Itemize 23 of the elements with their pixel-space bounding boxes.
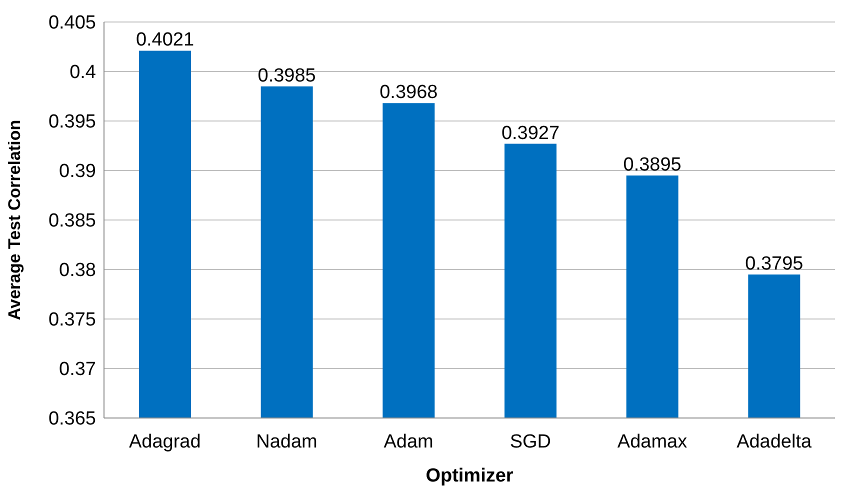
data-label: 0.4021 <box>136 30 194 51</box>
x-tick-label: SGD <box>510 431 552 452</box>
x-tick-label: Adam <box>384 431 434 452</box>
x-tick-label: Adadelta <box>736 431 812 452</box>
y-tick-label: 0.365 <box>48 408 96 430</box>
y-tick-label: 0.405 <box>48 12 96 34</box>
data-label: 0.3927 <box>501 122 560 144</box>
data-label: 0.3985 <box>258 65 316 86</box>
y-tick-label: 0.395 <box>48 112 96 133</box>
x-tick-label: Adamax <box>617 431 688 452</box>
y-tick-label: 0.385 <box>48 210 96 232</box>
y-tick-label: 0.375 <box>48 310 96 331</box>
y-tick-label: 0.4 <box>70 62 96 84</box>
y-axis-title: Average Test Correlation <box>5 120 24 320</box>
x-tick-label: Adagrad <box>128 431 201 452</box>
data-label: 0.3795 <box>745 253 804 274</box>
y-tick-label: 0.38 <box>59 260 96 282</box>
y-tick-label: 0.39 <box>59 161 96 182</box>
data-label: 0.3895 <box>623 154 682 176</box>
y-tick-label: 0.37 <box>59 359 96 380</box>
data-label: 0.3968 <box>380 82 438 104</box>
x-tick-label: Nadam <box>256 431 318 452</box>
x-axis-title: Optimizer <box>426 465 514 486</box>
